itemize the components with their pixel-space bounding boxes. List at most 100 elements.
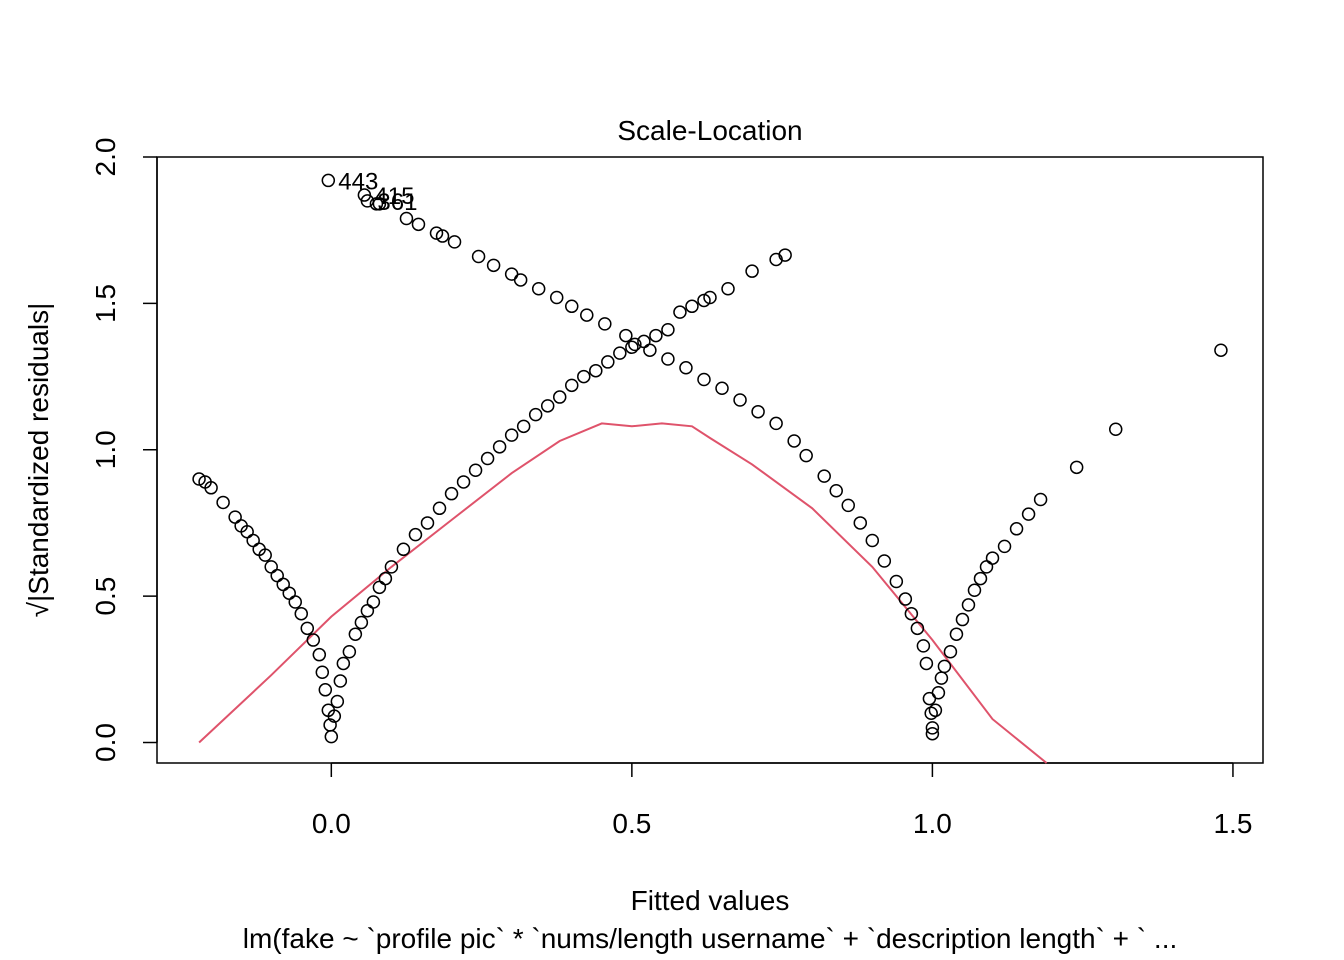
data-point: [486, 258, 501, 273]
data-point: [447, 235, 462, 249]
y-tick-label: 2.0: [90, 138, 121, 177]
data-point: [919, 656, 934, 671]
data-point: [769, 416, 783, 431]
chart-title: Scale-Location: [617, 115, 802, 146]
data-point: [471, 249, 486, 264]
data-point: [540, 399, 555, 413]
data-point: [336, 656, 351, 671]
data-point: [661, 322, 675, 337]
x-tick-label: 0.0: [312, 808, 351, 839]
x-axis: 0.0 0.5 1.0 1.5: [312, 762, 1252, 839]
data-point: [973, 571, 988, 586]
data-point: [204, 481, 218, 495]
data-point: [961, 598, 976, 612]
y-axis-label: √|Standardized residuals|: [23, 303, 54, 618]
data-point: [565, 299, 579, 314]
model-formula-subtitle: lm(fake ~ `profile pic` * `nums/length u…: [243, 923, 1178, 954]
point-label: 361: [377, 189, 417, 216]
data-point: [1009, 522, 1024, 536]
x-axis-label: Fitted values: [631, 885, 790, 916]
data-point: [504, 428, 519, 442]
data-point: [967, 583, 982, 598]
data-point: [399, 211, 414, 226]
data-point: [294, 606, 309, 621]
data-point: [480, 451, 495, 466]
data-point: [577, 369, 591, 384]
data-point: [366, 595, 381, 609]
data-point: [1033, 492, 1048, 507]
data-point: [673, 305, 687, 319]
data-point: [697, 372, 711, 387]
data-point: [258, 548, 272, 562]
data-point: [925, 721, 940, 735]
data-point: [853, 516, 868, 530]
data-point: [565, 378, 579, 393]
data-point: [333, 674, 348, 688]
data-point: [877, 554, 892, 568]
data-point: [649, 328, 663, 343]
data-point: [321, 173, 336, 188]
data-point: [432, 501, 447, 516]
data-point: [997, 539, 1012, 554]
data-point: [598, 317, 612, 331]
data-point: [985, 551, 1000, 565]
data-point: [721, 281, 735, 296]
point-label: 415: [374, 183, 414, 210]
data-point: [589, 363, 603, 378]
data-point: [411, 217, 426, 232]
data-point: [580, 308, 594, 322]
data-point: [384, 560, 399, 574]
x-tick-label: 1.0: [913, 808, 952, 839]
data-point: [516, 419, 531, 434]
data-point: [943, 645, 958, 659]
data-point: [315, 665, 330, 679]
data-point: [643, 343, 657, 357]
data-point: [661, 352, 675, 366]
data-point: [318, 683, 333, 697]
data-point: [937, 659, 952, 674]
data-point: [924, 706, 938, 720]
data-point: [619, 328, 633, 343]
data-point: [751, 404, 765, 419]
data-point: [300, 621, 315, 636]
data-point: [192, 472, 206, 486]
data-point: [312, 647, 327, 662]
data-point: [435, 229, 450, 243]
data-point: [348, 627, 363, 641]
data-point: [625, 340, 639, 355]
data-point: [468, 463, 483, 477]
data-point: [1214, 343, 1228, 357]
data-point: [679, 361, 693, 375]
data-point: [799, 448, 813, 463]
data-point: [910, 621, 925, 636]
data-point: [354, 615, 369, 630]
data-point: [324, 729, 339, 744]
y-tick-label: 1.0: [90, 430, 121, 469]
data-point: [925, 726, 940, 741]
data-point: [330, 694, 345, 709]
data-point: [931, 685, 946, 700]
data-point: [420, 516, 435, 530]
data-point: [1069, 460, 1084, 475]
data-point: [456, 475, 471, 489]
data-point: [408, 527, 423, 542]
points-layer: [192, 173, 1228, 744]
data-point: [928, 703, 943, 718]
y-tick-label: 0.0: [90, 723, 121, 762]
data-point: [601, 355, 615, 369]
data-point: [703, 290, 717, 305]
data-point: [817, 469, 831, 483]
y-tick-label: 1.5: [90, 284, 121, 323]
data-point: [513, 273, 528, 287]
data-point: [904, 606, 919, 621]
y-tick-label: 0.5: [90, 577, 121, 616]
data-point: [697, 293, 711, 308]
data-point: [685, 299, 699, 314]
data-point: [492, 440, 507, 454]
data-point: [396, 542, 411, 557]
x-tick-label: 1.5: [1213, 808, 1252, 839]
data-point: [916, 639, 931, 653]
data-point: [444, 486, 459, 501]
data-point: [829, 483, 843, 498]
